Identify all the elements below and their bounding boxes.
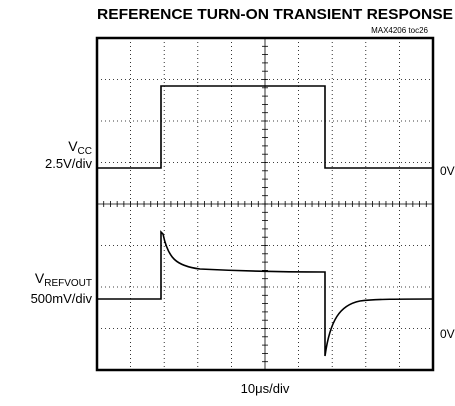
vcc-trace [97, 85, 433, 169]
figure-code: MAX4206 toc26 [371, 26, 428, 35]
channel-scale: 500mV/div [31, 291, 93, 306]
scope-frame [95, 36, 435, 372]
channel-name: V [35, 270, 45, 286]
figure-title: REFERENCE TURN-ON TRANSIENT RESPONSE [97, 6, 453, 23]
channel-label: VCC [68, 138, 92, 157]
channel-sub: REFVOUT [44, 278, 92, 289]
channel-label: VREFVOUT [35, 270, 92, 289]
timebase: 10μs/div [241, 381, 290, 396]
vrefvout-trace [97, 230, 434, 357]
channel-name: V [68, 138, 78, 154]
ground-label: 0V [440, 164, 455, 178]
graticule [96, 37, 434, 371]
channel-sub: CC [78, 146, 92, 157]
channel-scale: 2.5V/div [45, 156, 92, 171]
ground-label: 0V [440, 327, 455, 341]
